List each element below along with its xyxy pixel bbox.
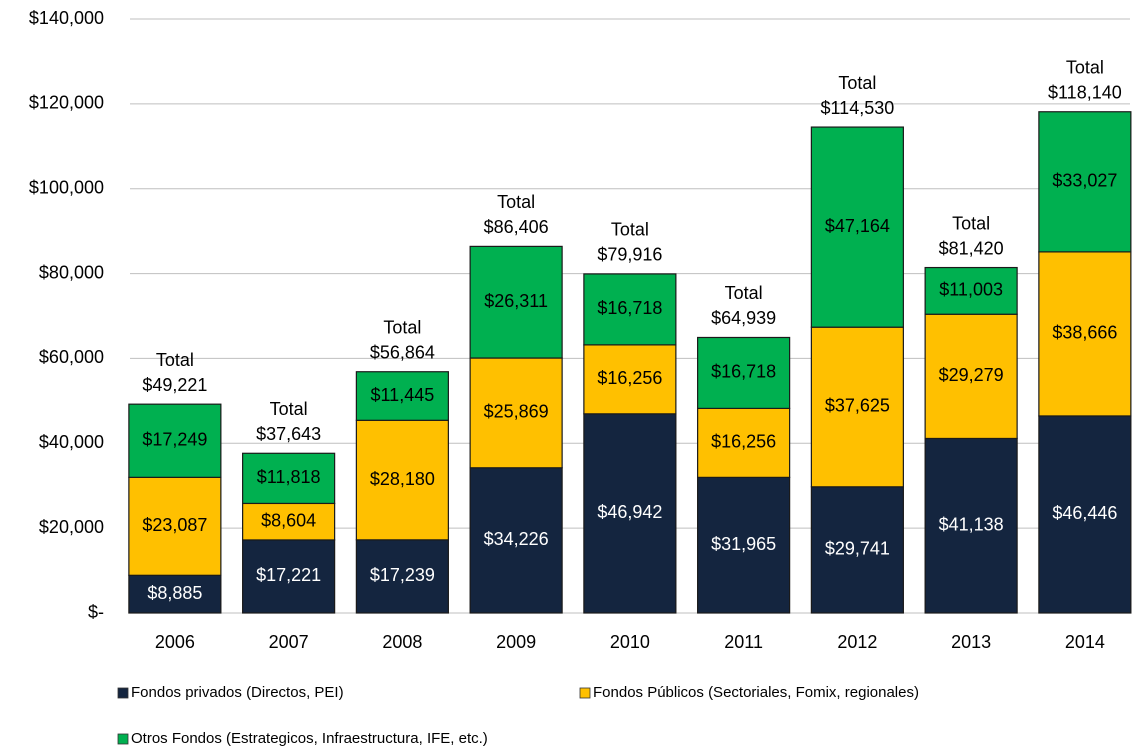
x-tick-label: 2008 [382, 632, 422, 652]
data-label: $23,087 [142, 515, 207, 535]
bar-segment [697, 336, 791, 410]
data-label: $29,741 [825, 539, 890, 559]
bar-segment [810, 486, 904, 614]
legend-label: Fondos Públicos (Sectoriales, Fomix, reg… [593, 684, 919, 701]
data-label: $8,604 [261, 510, 316, 530]
x-tick-label: 2012 [837, 632, 877, 652]
data-label: $17,249 [142, 430, 207, 450]
data-label: $16,256 [711, 432, 776, 452]
bar-segment [810, 326, 904, 488]
data-label: $34,226 [484, 529, 549, 549]
total-label: $56,864 [370, 342, 435, 362]
bar-segment [242, 452, 336, 505]
data-label: $29,279 [939, 365, 1004, 385]
data-label: $16,718 [711, 362, 776, 382]
bar-segment [128, 403, 222, 478]
total-label: $86,406 [484, 217, 549, 237]
x-tick-label: 2007 [269, 632, 309, 652]
legend-swatch [579, 687, 591, 699]
data-label: $46,446 [1052, 503, 1117, 523]
total-prefix: Total [270, 399, 308, 419]
y-tick-label: $140,000 [29, 8, 104, 28]
x-tick-label: 2010 [610, 632, 650, 652]
total-prefix: Total [156, 350, 194, 370]
x-tick-label: 2006 [155, 632, 195, 652]
bar-segment [810, 126, 904, 328]
bar-segment [1038, 415, 1132, 614]
data-label: $31,965 [711, 534, 776, 554]
bar-segment [924, 266, 1018, 315]
total-prefix: Total [611, 220, 649, 240]
total-label: $114,530 [821, 98, 895, 118]
y-tick-label: $60,000 [39, 347, 104, 367]
total-prefix: Total [497, 192, 535, 212]
total-label: $64,939 [711, 308, 776, 328]
data-label: $8,885 [147, 583, 202, 603]
data-label: $11,003 [939, 280, 1003, 300]
x-tick-label: 2014 [1065, 632, 1105, 652]
bar-segment [924, 437, 1018, 614]
legend-swatch [117, 733, 129, 745]
y-tick-label: $- [88, 602, 104, 622]
total-prefix: Total [1066, 58, 1104, 78]
bar-segment [469, 245, 563, 359]
total-label: $118,140 [1048, 83, 1122, 103]
bar-segment [1038, 251, 1132, 417]
total-label: $37,643 [256, 424, 321, 444]
legend-label: Otros Fondos (Estrategicos, Infraestruct… [131, 730, 488, 747]
bar-segment [469, 467, 563, 614]
data-label: $28,180 [370, 469, 435, 489]
bar-segment [583, 273, 677, 346]
y-tick-label: $40,000 [39, 432, 104, 452]
data-label: $26,311 [484, 291, 548, 311]
total-label: $81,420 [939, 238, 1004, 258]
total-prefix: Total [838, 73, 876, 93]
x-tick-label: 2011 [724, 632, 763, 652]
data-label: $38,666 [1052, 323, 1117, 343]
data-label: $11,818 [257, 467, 321, 487]
bar-segment [469, 357, 563, 469]
data-label: $17,239 [370, 565, 435, 585]
total-prefix: Total [725, 283, 763, 303]
data-label: $41,138 [939, 514, 1004, 534]
bar-segment [242, 502, 336, 541]
bar-segment [128, 574, 222, 614]
total-prefix: Total [952, 213, 990, 233]
bar-segment [583, 413, 677, 614]
y-tick-label: $20,000 [39, 517, 104, 537]
data-label: $17,221 [256, 565, 321, 585]
bar-segment [128, 476, 222, 576]
bar-segment [1038, 111, 1132, 253]
data-label: $46,942 [597, 502, 662, 522]
legend-swatch [117, 687, 129, 699]
x-tick-label: 2013 [951, 632, 991, 652]
bar-segment [355, 419, 449, 541]
data-label: $25,869 [484, 402, 549, 422]
data-label: $16,256 [597, 368, 662, 388]
bar-segment [355, 371, 449, 421]
data-label: $37,625 [825, 396, 890, 416]
legend-label: Fondos privados (Directos, PEI) [131, 684, 344, 701]
y-tick-label: $120,000 [29, 93, 104, 113]
data-label: $33,027 [1052, 171, 1117, 191]
total-label: $79,916 [597, 245, 662, 265]
y-tick-label: $80,000 [39, 262, 104, 282]
data-label: $47,164 [825, 216, 890, 236]
total-label: $49,221 [142, 375, 207, 395]
y-tick-label: $100,000 [29, 177, 104, 197]
data-label: $11,445 [371, 385, 435, 405]
data-label: $16,718 [597, 298, 662, 318]
bar-segment [242, 539, 336, 614]
x-tick-label: 2009 [496, 632, 536, 652]
bar-segment [924, 313, 1018, 440]
bar-segment [697, 407, 791, 478]
total-prefix: Total [383, 317, 421, 337]
